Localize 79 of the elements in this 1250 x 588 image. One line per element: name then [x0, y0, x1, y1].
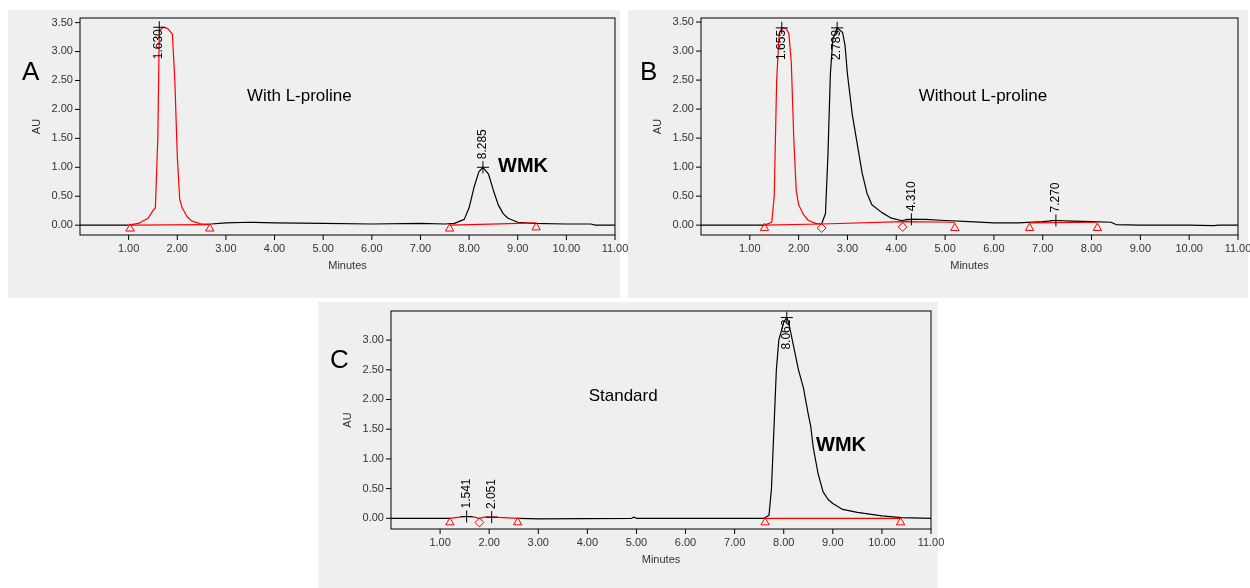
annotation: 1.655 — [773, 29, 788, 60]
y-tick-label: 0.00 — [51, 218, 73, 231]
annotation: WMK — [816, 433, 867, 456]
x-tick-label: 9.00 — [507, 242, 529, 254]
x-tick-label: 3.00 — [215, 242, 237, 254]
x-tick-label: 7.00 — [1032, 242, 1054, 254]
text: Without L-proline — [918, 85, 1048, 105]
x-tick-label: 1.00 — [429, 536, 451, 548]
x-tick-label: 5.00 — [934, 242, 956, 254]
x-tick-label: 10.00 — [868, 536, 896, 548]
y-tick-label: 0.50 — [51, 189, 73, 202]
x-axis-title: Minutes — [641, 553, 681, 565]
x-tick-label: 6.00 — [983, 242, 1005, 254]
x-tick-label: 4.00 — [885, 242, 907, 254]
x-tick-label: 11.00 — [917, 536, 945, 548]
y-tick-label: 2.00 — [672, 102, 694, 114]
x-tick-label: 5.00 — [312, 242, 334, 254]
text: C — [330, 344, 349, 374]
y-tick-label: 3.50 — [672, 14, 694, 27]
text: With L-proline — [246, 85, 352, 105]
text: Standard — [588, 385, 658, 405]
y-tick-label: 1.50 — [51, 131, 73, 144]
x-tick-label: 6.00 — [674, 536, 697, 548]
annotation: 1.541 — [458, 478, 473, 509]
annotation: WMK — [498, 154, 549, 177]
x-tick-label: 10.00 — [552, 242, 581, 254]
y-tick-label: 2.50 — [51, 73, 73, 86]
x-tick-label: 5.00 — [625, 536, 648, 548]
y-tick-label: 0.50 — [672, 189, 694, 202]
x-tick-label: 11.00 — [1224, 242, 1250, 254]
annotation: 4.310 — [903, 180, 918, 212]
y-tick-label: 0.00 — [672, 218, 694, 231]
x-tick-label: 8.00 — [458, 242, 480, 254]
x-tick-label: 2.00 — [478, 536, 500, 548]
y-axis-title: AU — [341, 412, 353, 428]
x-tick-label: 1.00 — [739, 242, 761, 254]
x-tick-label: 4.00 — [576, 536, 599, 548]
y-tick-label: 2.50 — [362, 362, 384, 375]
annotation: 7.270 — [1048, 182, 1063, 213]
x-tick-label: 2.00 — [787, 242, 810, 254]
y-tick-label: 2.50 — [672, 72, 694, 85]
x-tick-label: 8.00 — [1080, 242, 1103, 254]
annotation: 2.789 — [829, 29, 844, 60]
text: B — [640, 56, 658, 86]
x-tick-label: 1.00 — [117, 242, 140, 254]
x-tick-label: 6.00 — [361, 242, 383, 254]
x-tick-label: 8.00 — [773, 536, 795, 548]
x-tick-label: 2.00 — [166, 242, 188, 254]
text: A — [22, 56, 40, 86]
annotation: 2.051 — [483, 478, 498, 510]
y-tick-label: 3.00 — [51, 44, 73, 57]
y-tick-label: 1.00 — [362, 451, 384, 464]
y-tick-label: 2.00 — [51, 102, 73, 115]
y-axis-title: AU — [651, 118, 663, 135]
x-tick-label: 9.00 — [822, 536, 844, 548]
x-tick-label: 7.00 — [723, 536, 746, 548]
annotation: 1.630 — [151, 28, 166, 60]
annotation: 8.062 — [778, 319, 793, 350]
y-axis-title: AU — [30, 118, 42, 135]
x-tick-label: 3.00 — [527, 536, 549, 548]
y-tick-label: 3.00 — [672, 43, 694, 56]
x-tick-label: 9.00 — [1129, 242, 1152, 254]
x-axis-title: Minutes — [950, 259, 990, 271]
y-tick-label: 0.00 — [362, 511, 384, 524]
x-axis-title: Minutes — [328, 259, 368, 271]
x-tick-label: 10.00 — [1175, 242, 1203, 254]
x-tick-label: 11.00 — [601, 242, 629, 254]
x-tick-label: 4.00 — [263, 242, 286, 254]
y-tick-label: 1.50 — [672, 131, 694, 144]
y-tick-label: 3.00 — [362, 333, 384, 346]
y-tick-label: 1.00 — [51, 160, 73, 173]
x-tick-label: 3.00 — [836, 242, 859, 254]
annotation: 8.285 — [475, 128, 490, 160]
y-tick-label: 1.50 — [362, 422, 384, 435]
y-tick-label: 2.00 — [362, 392, 384, 405]
x-tick-label: 7.00 — [409, 242, 432, 254]
y-tick-label: 3.50 — [51, 15, 73, 28]
y-tick-label: 0.50 — [362, 481, 384, 494]
y-tick-label: 1.00 — [672, 160, 694, 173]
